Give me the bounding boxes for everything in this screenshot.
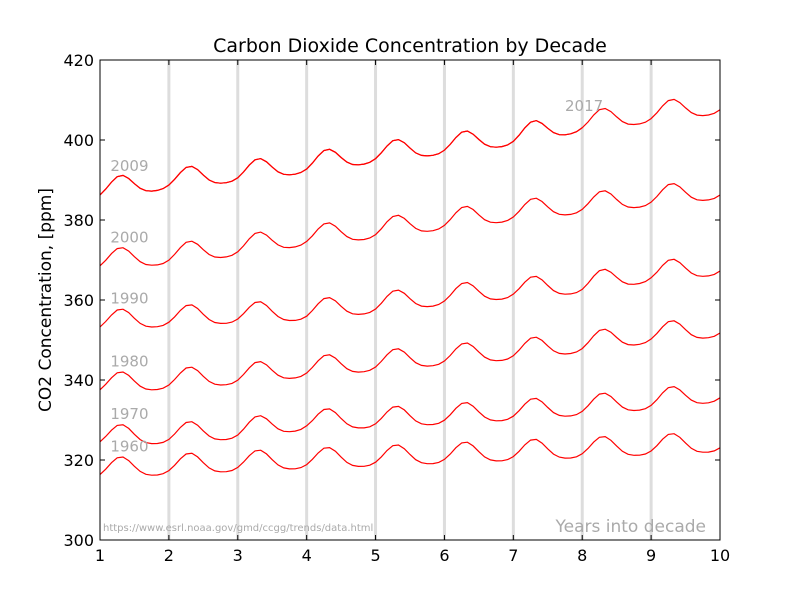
tick-layer xyxy=(99,59,721,541)
x-tick-label: 1 xyxy=(95,546,105,565)
series-label-2017: 2017 xyxy=(565,97,603,115)
series-layer xyxy=(99,98,721,476)
x-tick-label: 3 xyxy=(233,546,243,565)
y-tick-label: 360 xyxy=(63,291,94,310)
series-line-2009 xyxy=(99,98,721,196)
xaxis-note-annotation: Years into decade xyxy=(555,517,707,537)
x-tick-label: 5 xyxy=(370,546,380,565)
series-line-2000 xyxy=(99,182,721,267)
x-tick-label: 2 xyxy=(164,546,174,565)
y-tick-label: 340 xyxy=(63,371,94,390)
y-tick-label: 420 xyxy=(63,51,94,70)
x-tick-label: 9 xyxy=(646,546,656,565)
series-line-2017 xyxy=(99,119,583,196)
series-line-1980 xyxy=(99,320,721,391)
x-tick-label: 7 xyxy=(508,546,518,565)
series-line-1960 xyxy=(99,433,721,476)
x-tick-label: 6 xyxy=(439,546,449,565)
chart-title: Carbon Dioxide Concentration by Decade xyxy=(213,35,607,57)
source-annotation: https://www.esrl.noaa.gov/gmd/ccgg/trend… xyxy=(103,523,373,534)
grid-layer xyxy=(167,60,653,540)
plot-frame xyxy=(99,59,721,541)
series-label-1990: 1990 xyxy=(110,290,148,308)
series-label-2000: 2000 xyxy=(110,228,148,246)
y-axis-label: CO2 Concentration, [ppm] xyxy=(36,188,56,412)
x-tick-label: 8 xyxy=(577,546,587,565)
series-label-1970: 1970 xyxy=(110,405,148,423)
x-tick-label: 4 xyxy=(302,546,312,565)
y-tick-label: 400 xyxy=(63,131,94,150)
series-line-1970 xyxy=(99,385,721,445)
series-line-1990 xyxy=(99,258,721,328)
x-tick-label: 10 xyxy=(710,546,730,565)
y-tick-label: 320 xyxy=(63,451,94,470)
label-layer: 1 2 3 4 5 6 7 8 9 10 300 320 340 360 380 400 420 1960 1970… xyxy=(63,51,730,565)
y-tick-label: 380 xyxy=(63,211,94,230)
y-tick-label: 300 xyxy=(63,531,94,550)
series-label-1960: 1960 xyxy=(110,437,148,455)
series-label-1980: 1980 xyxy=(110,352,148,370)
series-label-2009: 2009 xyxy=(110,157,148,175)
